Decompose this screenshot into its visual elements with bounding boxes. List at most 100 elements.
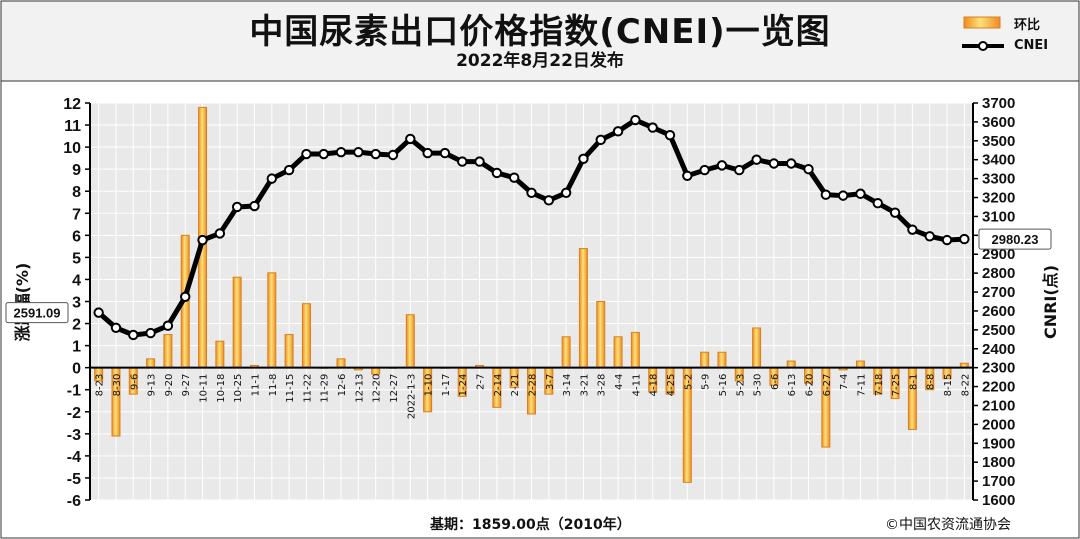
- x-tick-label: 3-21: [579, 374, 590, 397]
- bar-3-28: [596, 301, 606, 369]
- x-tick-label: 8-22: [960, 374, 971, 397]
- cnei-point-4-11: [630, 114, 641, 126]
- copyright-note: ©中国农资流通协会: [885, 517, 1011, 533]
- x-tick-label: 8-8: [926, 374, 937, 390]
- right-tick-label: 3100: [982, 208, 1015, 225]
- x-tick-label: 6-27: [822, 374, 833, 397]
- cnei-point-10-11: [197, 234, 208, 246]
- right-tick-label: 2600: [982, 303, 1015, 320]
- x-tick-label: 11-15: [285, 374, 296, 403]
- cnei-point-10-25: [231, 201, 243, 213]
- base-period-note: 基期：1859.00点（2010年）: [430, 517, 631, 533]
- cnei-point-2-7: [474, 156, 485, 167]
- bar-3-21: [578, 248, 588, 369]
- cnei-point-2-21: [508, 172, 520, 183]
- x-tick-label: 7-25: [891, 374, 902, 397]
- right-tick-label: 1700: [982, 473, 1015, 490]
- left-tick-label: -1: [67, 383, 81, 400]
- x-tick-label: 2-7: [476, 374, 487, 390]
- right-tick-label: 3600: [982, 114, 1015, 131]
- x-tick-label: 9-13: [147, 374, 158, 397]
- x-tick-label: 12-13: [354, 374, 365, 403]
- cnei-point-2-28: [526, 187, 537, 198]
- right-tick-label: 3500: [982, 133, 1015, 150]
- legend-label-cnei: CNEI: [1014, 38, 1049, 53]
- x-tick-label: 4-4: [614, 374, 625, 390]
- left-tick-label: 8: [72, 184, 81, 201]
- x-tick-label: 6-20: [805, 374, 816, 397]
- x-tick-label: 10-11: [199, 374, 210, 403]
- x-tick-label: 8-15: [943, 374, 954, 397]
- bar-10-25: [232, 276, 242, 369]
- x-tick-label: 6-6: [770, 374, 781, 390]
- x-tick-label: 3-7: [545, 374, 556, 390]
- x-tick-label: 8-23: [95, 374, 106, 397]
- x-tick-label: 5-30: [753, 374, 764, 397]
- cnei-point-12-20: [370, 148, 381, 160]
- x-tick-label: 6-13: [787, 374, 798, 397]
- x-tick-label: 12-20: [372, 374, 383, 403]
- x-tick-label: 1-10: [424, 374, 435, 397]
- cnei-point-6-27: [820, 189, 832, 200]
- bar-4-4: [613, 336, 623, 369]
- x-tick-label: 1-17: [441, 374, 452, 397]
- bar-9-20: [163, 334, 173, 369]
- chart-title: 中国尿素出口价格指数(CNEI)一览图: [249, 12, 831, 52]
- cnei-point-9-20: [162, 320, 174, 331]
- x-tick-label: 12-27: [389, 374, 400, 403]
- right-tick-label: 2300: [982, 360, 1015, 377]
- cnei-point-8-8: [924, 231, 935, 242]
- bar-9-13: [146, 358, 156, 369]
- x-tick-label: 5-9: [701, 374, 712, 390]
- last-value-label: 2980.23: [992, 232, 1039, 247]
- cnei-point-12-6: [335, 146, 347, 158]
- cnei-point-8-15: [941, 234, 953, 246]
- cnei-point-8-1: [907, 224, 918, 235]
- cnei-point-11-8: [266, 173, 277, 184]
- left-tick-label: 3: [72, 295, 81, 312]
- left-tick-label: 5: [72, 250, 81, 267]
- cnei-point-7-11: [855, 188, 866, 199]
- left-tick-label: 10: [63, 140, 81, 157]
- x-tick-label: 9-6: [129, 374, 140, 390]
- cnei-point-5-9: [699, 164, 710, 176]
- annotations: 2591.09 2980.23: [5, 228, 1052, 324]
- bar-12-6: [336, 358, 346, 369]
- x-tick-label: 8-1: [908, 374, 919, 390]
- cnei-line-series: [93, 114, 970, 341]
- cnei-point-3-21: [578, 153, 589, 164]
- cnei-point-8-22: [959, 233, 970, 245]
- x-tick-label: 4-18: [649, 374, 660, 397]
- cnei-point-9-13: [145, 327, 156, 339]
- x-tick-label: 8-30: [112, 374, 123, 397]
- cnei-point-12-13: [353, 146, 364, 158]
- x-tick-label: 2-28: [528, 374, 539, 397]
- cnei-point-10-18: [214, 228, 226, 239]
- left-tick-label: 0: [72, 361, 81, 378]
- x-tick-label: 4-25: [666, 374, 677, 397]
- x-tick-label: 7-11: [856, 374, 867, 397]
- right-tick-label: 1600: [982, 492, 1015, 509]
- cnei-point-4-18: [647, 122, 658, 133]
- x-tick-label: 2-14: [493, 374, 504, 397]
- legend-label-ratio: 环比: [1014, 18, 1041, 33]
- left-tick-label: -4: [67, 449, 81, 466]
- right-tick-label: 3300: [982, 171, 1015, 188]
- cnei-point-9-27: [180, 291, 191, 302]
- cnei-point-3-7: [543, 195, 555, 206]
- first-value-box: [5, 302, 69, 324]
- bar-5-16: [717, 351, 727, 369]
- bar-11-8: [267, 272, 277, 369]
- x-tick-label: 11-22: [302, 374, 313, 403]
- right-tick-label: 2700: [982, 284, 1015, 301]
- legend-swatches: [962, 16, 1004, 51]
- cnei-point-6-13: [786, 158, 797, 169]
- x-tick-label: 9-27: [181, 374, 192, 397]
- cnei-point-11-22: [301, 148, 312, 160]
- x-tick-label: 5-2: [683, 374, 694, 390]
- cnei-point-11-1: [249, 200, 260, 212]
- legend-bar-swatch: [963, 16, 1001, 29]
- cnei-point-5-23: [734, 164, 745, 176]
- x-tick-labels: 8-23 8-30 9-6 9-13 9-20 9-27 10-11 10-18 10-25 11…: [95, 374, 972, 419]
